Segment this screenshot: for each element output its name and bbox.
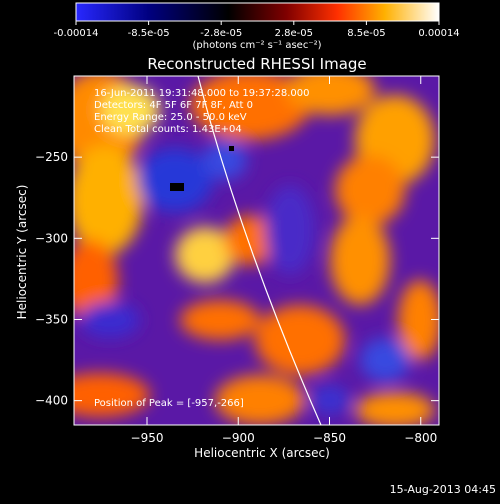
colorbar-tick-label: 2.8e-05 [275,28,313,39]
colorbar-tick-label: -0.00014 [54,28,99,39]
y-tick-label: −250 [35,150,68,164]
y-tick-label: −400 [35,394,68,408]
cold-region [360,338,410,382]
hot-region [190,76,310,140]
annotation-line: Clean Total counts: 1.43E+04 [94,124,242,135]
hot-region [255,305,345,375]
x-tick-label: −800 [404,431,437,445]
hot-region [330,215,390,305]
chart-title: Reconstructed RHESSI Image [147,55,366,73]
hot-region [285,76,375,115]
solar-limb-line [197,76,322,425]
hot-region [100,85,160,135]
hot-region [74,373,150,417]
min-spot [170,183,184,191]
cold-region [265,185,315,275]
y-axis-label: Heliocentric Y (arcsec) [15,185,29,320]
colorbar-tick-label: -8.5e-05 [128,28,170,39]
annotation-block: 16-Jun-2011 19:31:48.000 to 19:37:28.000… [94,88,310,135]
colorbar-gradient [75,2,440,22]
colorbar-tick-label: -2.8e-05 [200,28,242,39]
heatmap-blobs [74,76,439,425]
min-spot [229,146,234,151]
peak-position-label: Position of Peak = [-957,-266] [94,398,244,409]
y-tick-label: −300 [35,231,68,245]
colorbar-tick-label: 0.00014 [418,28,459,39]
annotation-line: 16-Jun-2011 19:31:48.000 to 19:37:28.000 [94,88,310,99]
y-tick-label: −350 [35,312,68,326]
hot-region [335,155,405,225]
cold-region [137,148,213,212]
plot-frame [73,75,440,426]
cold-region [310,385,350,415]
annotation-line: Detectors: 4F 5F 6F 7F 8F, Att 0 [94,100,253,111]
hot-region [398,280,439,360]
cold-region [80,302,140,338]
hot-region [215,375,305,425]
hot-region [175,227,235,283]
hot-region [225,215,275,265]
x-tick-label: −900 [222,431,255,445]
x-tick-label: −950 [131,431,164,445]
annotation-line: Energy Range: 25.0 - 50.0 keV [94,112,247,123]
x-axis-label: Heliocentric X (arcsec) [194,446,330,460]
x-tick-label: −850 [313,431,346,445]
hot-region [355,392,435,425]
footer-date: 15-Aug-2013 04:45 [389,483,496,496]
colorbar: -0.00014 -8.5e-05 -2.8e-05 2.8e-05 8.5e-05 0.… [54,2,460,51]
cold-region [203,140,247,180]
hot-region [74,240,118,320]
y-axis: −250 −300 −350 −400 [35,150,439,408]
hot-region [74,145,143,255]
heatmap-plot-area [74,76,439,425]
x-axis: −950 −900 −850 −800 [131,76,437,445]
colorbar-units-label: (photons cm⁻² s⁻¹ asec⁻²) [192,40,321,51]
colorbar-tick-label: 8.5e-05 [347,28,385,39]
hot-region [180,300,260,340]
